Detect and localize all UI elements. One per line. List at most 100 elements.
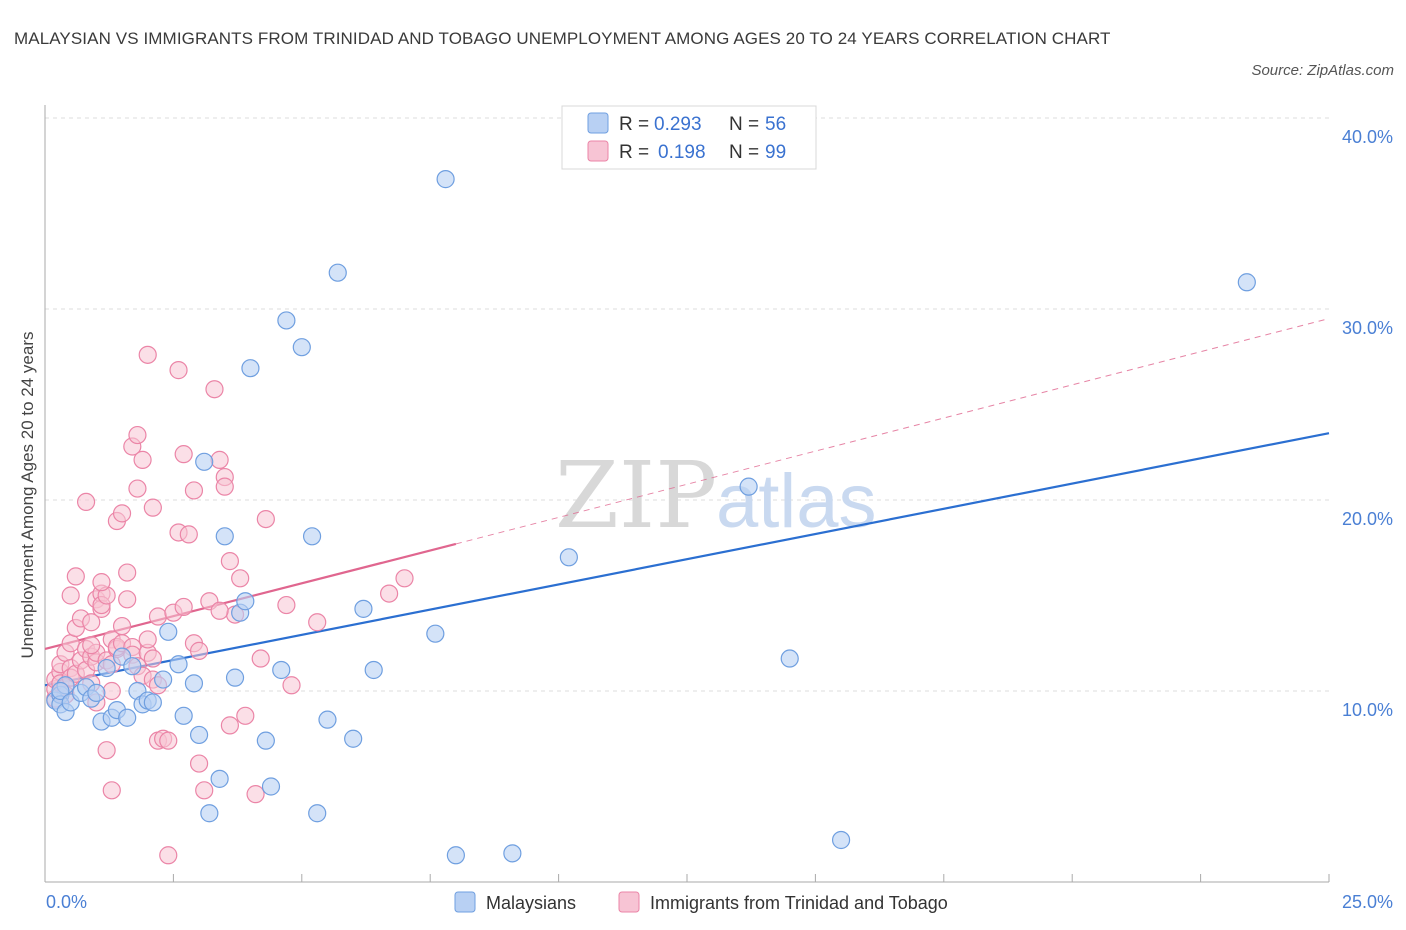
watermark-zip: ZIP bbox=[555, 442, 717, 549]
legend-swatch-malaysians bbox=[454, 891, 476, 913]
legend-swatch-trinidad bbox=[587, 140, 609, 162]
data-point-malaysians bbox=[831, 830, 851, 850]
data-point-malaysians bbox=[159, 622, 178, 641]
data-point-trinidad bbox=[169, 361, 188, 380]
data-point-trinidad bbox=[308, 613, 327, 632]
data-point-trinidad bbox=[102, 781, 121, 800]
legend-r-label: R = bbox=[619, 142, 649, 163]
legend-r-label: R = bbox=[619, 114, 649, 135]
correlation-legend: R = 0.293 N = 56 R = 0.198 N = 99 bbox=[561, 105, 817, 170]
chart-title: MALAYSIAN VS IMMIGRANTS FROM TRINIDAD AN… bbox=[14, 29, 1111, 48]
data-point-trinidad bbox=[395, 569, 414, 588]
data-point-trinidad bbox=[118, 590, 137, 609]
data-point-trinidad bbox=[159, 846, 178, 865]
data-point-trinidad bbox=[246, 785, 265, 804]
legend-n-value: 99 bbox=[765, 142, 786, 163]
data-point-trinidad bbox=[231, 569, 250, 588]
legend-r-value: 0.293 bbox=[654, 114, 702, 135]
data-point-malaysians bbox=[277, 311, 296, 330]
data-point-malaysians bbox=[174, 706, 193, 725]
data-point-malaysians bbox=[328, 263, 347, 282]
data-point-malaysians bbox=[189, 725, 209, 745]
x-tick-label: 25.0% bbox=[1342, 892, 1393, 912]
watermark: ZIP atlas bbox=[555, 442, 877, 549]
legend-n-value: 56 bbox=[765, 114, 786, 135]
legend-n-label: N = bbox=[729, 142, 759, 163]
y-tick-label: 10.0% bbox=[1342, 700, 1393, 720]
data-point-trinidad bbox=[174, 445, 193, 464]
data-point-trinidad bbox=[210, 450, 229, 469]
data-point-malaysians bbox=[200, 804, 219, 823]
data-point-malaysians bbox=[236, 592, 255, 611]
data-point-trinidad bbox=[251, 649, 270, 668]
data-point-trinidad bbox=[195, 781, 214, 800]
legend-trinidad: Immigrants from Trinidad and Tobago bbox=[650, 893, 948, 913]
data-point-malaysians bbox=[308, 804, 327, 823]
data-point-trinidad bbox=[143, 649, 162, 668]
data-point-malaysians bbox=[780, 649, 799, 668]
series-malaysians-points bbox=[46, 170, 1256, 865]
watermark-atlas: atlas bbox=[716, 459, 877, 544]
data-point-malaysians bbox=[123, 657, 142, 676]
data-point-malaysians bbox=[154, 670, 173, 689]
data-point-trinidad bbox=[256, 509, 275, 529]
data-point-trinidad bbox=[215, 477, 234, 496]
data-point-trinidad bbox=[82, 613, 101, 632]
trend-line-trinidad-extension bbox=[455, 318, 1330, 545]
data-point-malaysians bbox=[364, 660, 383, 680]
data-point-trinidad bbox=[92, 573, 111, 592]
data-point-malaysians bbox=[256, 731, 275, 750]
data-point-malaysians bbox=[169, 655, 188, 674]
data-point-trinidad bbox=[133, 450, 152, 469]
data-point-malaysians bbox=[210, 769, 229, 788]
data-point-trinidad bbox=[82, 636, 101, 655]
data-point-malaysians bbox=[272, 660, 291, 680]
data-point-malaysians bbox=[241, 359, 260, 378]
data-point-trinidad bbox=[138, 630, 157, 649]
data-point-malaysians bbox=[118, 708, 137, 727]
data-point-trinidad bbox=[61, 634, 80, 653]
data-point-trinidad bbox=[148, 607, 168, 626]
data-point-trinidad bbox=[102, 681, 121, 701]
data-point-trinidad bbox=[184, 481, 204, 500]
data-point-trinidad bbox=[112, 504, 132, 523]
data-point-trinidad bbox=[174, 597, 193, 617]
data-point-trinidad bbox=[205, 380, 224, 399]
data-point-trinidad bbox=[61, 586, 80, 605]
axes bbox=[44, 105, 1330, 883]
data-point-trinidad bbox=[282, 676, 301, 695]
data-point-trinidad bbox=[97, 741, 116, 760]
legend-malaysians: Malaysians bbox=[486, 893, 576, 913]
legend-n-label: N = bbox=[729, 114, 759, 135]
data-point-malaysians bbox=[184, 674, 204, 693]
data-point-malaysians bbox=[97, 658, 116, 678]
data-point-malaysians bbox=[446, 846, 465, 865]
data-point-trinidad bbox=[159, 731, 178, 750]
data-point-trinidad bbox=[277, 595, 296, 615]
data-point-malaysians bbox=[503, 844, 522, 863]
data-point-malaysians bbox=[225, 668, 245, 687]
data-point-malaysians bbox=[51, 681, 70, 701]
data-point-trinidad bbox=[220, 552, 239, 571]
data-point-trinidad bbox=[210, 601, 229, 620]
data-point-trinidad bbox=[143, 498, 162, 517]
data-point-malaysians bbox=[1237, 273, 1256, 292]
data-point-trinidad bbox=[138, 345, 157, 364]
data-point-trinidad bbox=[128, 479, 147, 498]
data-point-trinidad bbox=[66, 567, 85, 586]
data-point-trinidad bbox=[189, 754, 209, 773]
y-tick-label: 20.0% bbox=[1342, 509, 1393, 529]
series-trinidad-points bbox=[46, 345, 414, 865]
y-tick-label: 30.0% bbox=[1342, 318, 1393, 338]
data-point-trinidad bbox=[189, 641, 209, 660]
legend-r-value: 0.198 bbox=[658, 142, 706, 163]
tick-labels: 10.0% 20.0% 30.0% 40.0% 0.0% 25.0% bbox=[46, 127, 1393, 912]
y-tick-label: 40.0% bbox=[1342, 127, 1393, 147]
data-point-trinidad bbox=[118, 563, 137, 582]
data-point-trinidad bbox=[179, 525, 198, 544]
data-point-trinidad bbox=[128, 425, 147, 445]
data-point-malaysians bbox=[87, 683, 106, 703]
data-point-malaysians bbox=[436, 170, 455, 189]
data-point-malaysians bbox=[292, 338, 311, 357]
data-point-malaysians bbox=[344, 729, 363, 748]
